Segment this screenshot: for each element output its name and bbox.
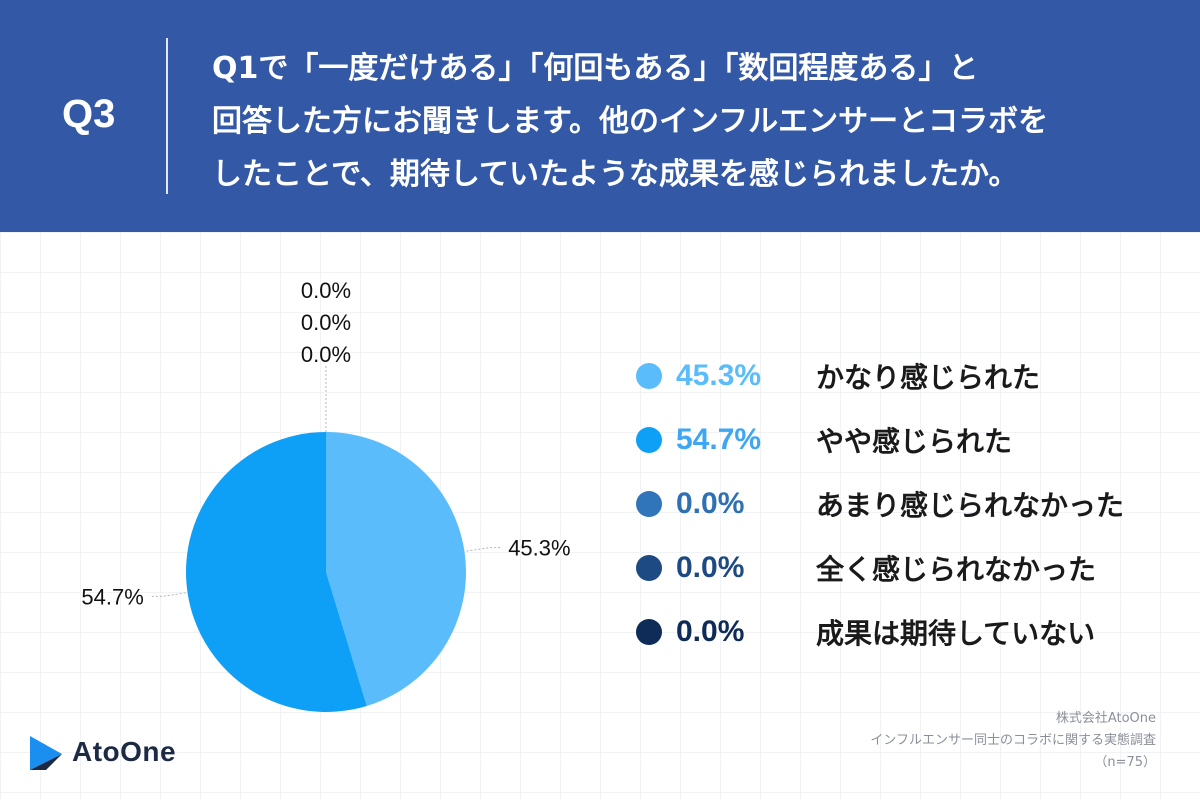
header: Q3 Q1で「一度だけある」「何回もある」「数回程度ある」と 回答した方にお聞き… — [0, 0, 1200, 232]
logo-text: AtoOne — [72, 736, 177, 767]
legend-value: 45.3% — [676, 359, 762, 392]
legend-label: かなり感じられた — [816, 361, 1041, 394]
logo: AtoOne — [26, 732, 176, 772]
legend-item: 0.0% あまり感じられなかった — [636, 472, 1124, 536]
slice-leader-line — [466, 547, 503, 552]
slice-label: 45.3% — [508, 536, 570, 561]
legend-label: 全く感じられなかった — [816, 553, 1097, 586]
slice-label: 0.0% — [301, 342, 351, 367]
slice-label: 0.0% — [301, 310, 351, 335]
chart-panel: 45.3% 54.7% 0.0% 0.0% 0.0% 45.3% かなり感じられた 54… — [0, 232, 1200, 800]
pie-chart: 45.3% 54.7% 0.0% 0.0% 0.0% — [81, 278, 571, 712]
legend-label: やや感じられた — [816, 425, 1013, 458]
legend-item: 0.0% 全く感じられなかった — [636, 536, 1124, 600]
legend-value: 54.7% — [676, 423, 762, 456]
legend-value: 0.0% — [676, 615, 745, 648]
legend-dot — [636, 619, 662, 645]
source-sample-size: （n=75） — [1094, 755, 1156, 770]
source-company: 株式会社AtoOne — [1055, 711, 1156, 726]
question-text: Q1で「一度だけある」「何回もある」「数回程度ある」と 回答した方にお聞きします… — [212, 42, 1172, 201]
legend: 45.3% かなり感じられた 54.7% やや感じられた 0.0% あまり感じら… — [636, 344, 1124, 664]
header-divider — [166, 38, 168, 194]
question-line-2: 回答した方にお聞きします。他のインフルエンサーとコラボを — [212, 104, 1049, 139]
legend-label: あまり感じられなかった — [816, 489, 1125, 522]
pie-slice — [326, 432, 466, 706]
legend-dot — [636, 555, 662, 581]
question-line-1: Q1で「一度だけある」「何回もある」「数回程度ある」と — [212, 51, 979, 86]
legend-item: 54.7% やや感じられた — [636, 408, 1124, 472]
slice-label: 54.7% — [81, 584, 143, 609]
logo-mark-icon — [30, 736, 62, 770]
legend-dot — [636, 491, 662, 517]
source-survey: インフルエンサー同士のコラボに関する実態調査 — [870, 733, 1156, 748]
slice-leader-line — [149, 592, 186, 597]
legend-dot — [636, 363, 662, 389]
legend-item: 0.0% 成果は期待していない — [636, 600, 1124, 664]
legend-dot — [636, 427, 662, 453]
legend-label: 成果は期待していない — [816, 617, 1096, 650]
question-number: Q3 — [62, 92, 116, 136]
source-note: 株式会社AtoOne インフルエンサー同士のコラボに関する実態調査 （n=75） — [870, 708, 1156, 774]
legend-value: 0.0% — [676, 551, 745, 584]
question-line-3: したことで、期待していたような成果を感じられましたか。 — [212, 157, 1019, 192]
slice-label: 0.0% — [301, 278, 351, 303]
pie-slice — [185, 432, 367, 712]
legend-value: 0.0% — [676, 487, 745, 520]
legend-item: 45.3% かなり感じられた — [636, 344, 1124, 408]
